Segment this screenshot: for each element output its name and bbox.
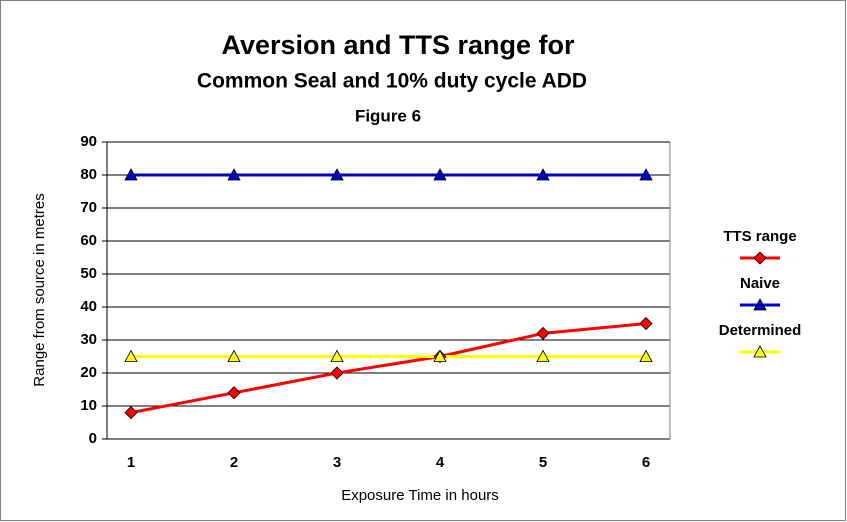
x-axis-label: Exposure Time in hours [341,487,499,504]
series-line [130,322,647,415]
data-point [433,168,447,181]
data-point [330,168,344,181]
data-point [330,349,344,362]
data-point [536,326,550,340]
data-point [227,168,241,181]
data-point [639,316,653,331]
x-tick-label: 5 [539,454,547,471]
data-point [124,406,138,420]
y-axis-label: Range from source in metres [31,193,48,386]
legend-marker [753,345,767,358]
data-point [536,168,550,181]
x-tick-label: 2 [230,454,238,471]
chart-subtitle: Figure 6 [355,106,421,125]
y-tick-label: 60 [80,232,97,249]
y-tick-label: 30 [80,331,97,348]
y-tick-label: 10 [80,397,97,414]
x-tick-label: 1 [127,454,135,471]
legend-label: Naive [740,275,780,292]
plot-background [107,142,670,439]
legend-marker [753,298,767,311]
y-tick-label: 40 [80,298,97,315]
y-tick-label: 80 [80,166,97,183]
chart-title: Aversion and TTS range for [221,30,575,60]
data-point [227,386,241,400]
y-tick-label: 20 [80,364,97,381]
data-point [536,349,550,362]
legend-label: Determined [719,322,802,339]
data-point [330,366,344,380]
y-tick-label: 50 [80,265,97,282]
legend-marker [753,251,767,265]
legend-label: TTS range [723,228,796,245]
data-point [124,349,138,362]
x-tick-label: 4 [436,454,445,471]
data-point [639,168,653,181]
chart-title: Common Seal and 10% duty cycle ADD [197,70,587,93]
y-tick-label: 0 [89,430,97,447]
x-tick-label: 6 [642,454,650,471]
x-tick-label: 3 [333,454,341,471]
y-tick-label: 90 [80,133,97,150]
data-point [227,349,241,362]
data-point [639,349,653,362]
y-tick-label: 70 [80,199,97,216]
data-point [433,349,447,362]
data-point [124,168,138,181]
